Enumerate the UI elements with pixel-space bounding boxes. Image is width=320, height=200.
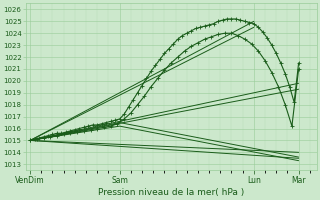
X-axis label: Pression niveau de la mer( hPa ): Pression niveau de la mer( hPa )	[98, 188, 244, 197]
